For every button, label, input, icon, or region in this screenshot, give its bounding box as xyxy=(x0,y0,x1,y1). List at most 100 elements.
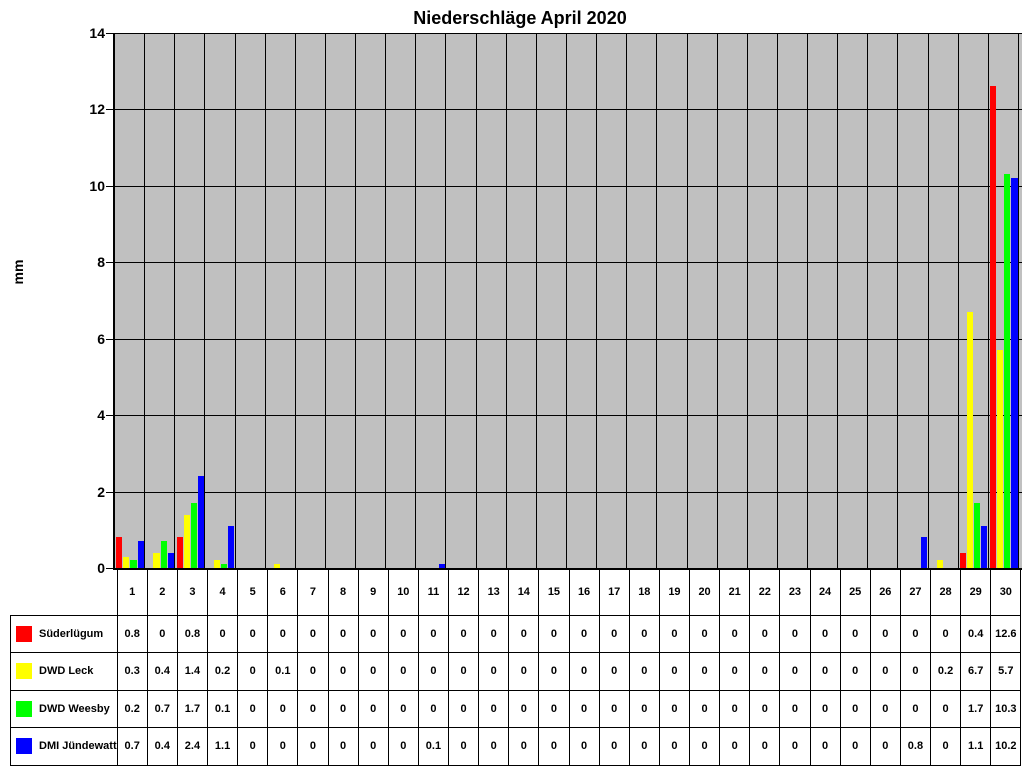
y-tick-label: 4 xyxy=(97,407,105,423)
gridline-vertical xyxy=(144,33,145,568)
value-cell: 0 xyxy=(387,689,419,728)
bar-dwd-leck xyxy=(936,560,944,568)
gridline-vertical xyxy=(687,33,688,568)
legend-cell: DWD Leck xyxy=(10,652,118,691)
value-cell: 0 xyxy=(839,652,871,691)
table-row-dwd-leck: DWD Leck 0.3 0.4 1.4 0.2 0 0.1 0 0 0 0 0 0 0 0 0 0 0 0 0 0 0 0… xyxy=(10,652,1022,691)
day-header-cell: 8 xyxy=(327,570,359,616)
value-cell: 0 xyxy=(598,652,630,691)
bar-dmi-j-ndewatt xyxy=(197,476,204,568)
value-cell: 0 xyxy=(327,727,359,766)
bar-dwd-weesby xyxy=(220,564,227,568)
value-cell: 0 xyxy=(478,614,510,653)
value-cell: 0 xyxy=(417,652,450,691)
day-header-cell: 11 xyxy=(417,570,450,616)
value-cell: 0 xyxy=(658,727,691,766)
gridline-vertical xyxy=(596,33,597,568)
value-cell: 0 xyxy=(749,689,781,728)
bar-dmi-j-ndewatt xyxy=(137,541,144,568)
y-axis-title: mm xyxy=(10,259,26,285)
value-cell: 0 xyxy=(237,689,269,728)
value-cell: 10.3 xyxy=(990,689,1022,728)
value-cell: 0 xyxy=(899,652,932,691)
legend-label: DMI Jündewatt xyxy=(39,740,117,753)
value-cell: 0 xyxy=(237,652,269,691)
value-cell: 0 xyxy=(538,614,570,653)
value-cell: 0.3 xyxy=(116,652,148,691)
gridline-vertical xyxy=(717,33,718,568)
bar-dwd-leck xyxy=(274,564,281,568)
gridline-vertical xyxy=(777,33,778,568)
gridline-vertical xyxy=(174,33,175,568)
value-cell: 1.1 xyxy=(206,727,239,766)
gridline-vertical xyxy=(476,33,477,568)
value-cell: 0 xyxy=(899,614,932,653)
value-cell: 0 xyxy=(146,614,178,653)
value-cell: 1.4 xyxy=(176,652,209,691)
day-header-cell: 5 xyxy=(237,570,269,616)
value-cell: 0 xyxy=(267,689,299,728)
bar-s-derl-gum xyxy=(990,86,997,568)
value-cell: 0 xyxy=(719,727,751,766)
plot-area xyxy=(115,33,1022,568)
value-cell: 0 xyxy=(688,689,721,728)
value-cell: 0 xyxy=(478,689,510,728)
value-cell: 0 xyxy=(839,727,871,766)
gridline-vertical xyxy=(656,33,657,568)
value-cell: 0.8 xyxy=(176,614,209,653)
day-header-cell: 1 xyxy=(116,570,148,616)
y-tick-label: 0 xyxy=(97,560,105,576)
value-cell: 0 xyxy=(327,614,359,653)
gridline-vertical xyxy=(837,33,838,568)
y-tick-label: 10 xyxy=(89,178,105,194)
gridline-vertical xyxy=(385,33,386,568)
legend-swatch-dwd-leck xyxy=(16,663,32,680)
value-cell: 0.1 xyxy=(267,652,299,691)
value-cell: 0 xyxy=(658,689,691,728)
legend-swatch-dmi-j-ndewatt xyxy=(16,738,32,755)
x-axis-line xyxy=(113,568,1022,570)
value-cell: 5.7 xyxy=(990,652,1022,691)
gridline-horizontal xyxy=(115,492,1022,493)
value-cell: 0.4 xyxy=(960,614,992,653)
chart-title: Niederschläge April 2020 xyxy=(413,8,627,28)
value-cell: 0 xyxy=(357,727,389,766)
value-cell: 0 xyxy=(568,614,600,653)
value-cell: 10.2 xyxy=(990,727,1022,766)
gridline-horizontal xyxy=(115,33,1022,34)
value-cell: 0 xyxy=(869,652,901,691)
value-cell: 0 xyxy=(387,727,419,766)
value-cell: 0 xyxy=(267,614,299,653)
bar-dwd-weesby xyxy=(130,560,137,568)
gridline-vertical xyxy=(265,33,266,568)
value-cell: 0 xyxy=(899,689,932,728)
day-header-cell: 4 xyxy=(206,570,239,616)
bar-dwd-leck xyxy=(183,515,190,568)
bar-dmi-j-ndewatt xyxy=(438,564,445,568)
value-cell: 0 xyxy=(297,689,329,728)
value-cell: 0 xyxy=(206,614,239,653)
gridline-vertical xyxy=(1018,33,1019,568)
value-cell: 0 xyxy=(417,614,450,653)
gridline-vertical xyxy=(626,33,627,568)
value-cell: 0 xyxy=(809,689,841,728)
value-cell: 0 xyxy=(869,727,901,766)
value-cell: 0.7 xyxy=(146,689,178,728)
value-cell: 0 xyxy=(538,652,570,691)
gridline-vertical xyxy=(897,33,898,568)
bar-dwd-leck xyxy=(153,553,160,568)
value-cell: 0 xyxy=(237,614,269,653)
day-header-cell: 9 xyxy=(357,570,389,616)
value-cell: 0 xyxy=(749,652,781,691)
y-axis-tick xyxy=(106,568,115,569)
gridline-horizontal xyxy=(115,186,1022,187)
value-cell: 0 xyxy=(568,652,600,691)
value-cell: 0 xyxy=(779,689,811,728)
value-cell: 0 xyxy=(447,652,480,691)
gridline-vertical xyxy=(988,33,989,568)
bar-dmi-j-ndewatt xyxy=(227,526,235,568)
y-tick-label: 6 xyxy=(97,331,105,347)
value-cell: 0 xyxy=(628,614,660,653)
legend-swatch-dwd-weesby xyxy=(16,700,32,717)
